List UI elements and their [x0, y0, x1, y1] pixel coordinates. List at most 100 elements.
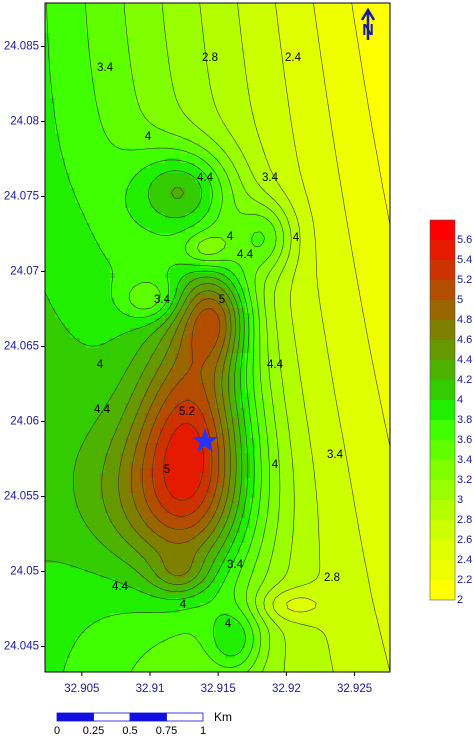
- field-cell: [380, 308, 386, 314]
- field-cell: [280, 138, 286, 144]
- field-cell: [125, 78, 131, 84]
- field-cell: [385, 338, 391, 344]
- field-cell: [55, 53, 61, 59]
- field-cell: [380, 233, 386, 239]
- field-cell: [285, 313, 291, 319]
- field-cell: [125, 23, 131, 29]
- field-cell: [330, 93, 336, 99]
- field-cell: [245, 168, 251, 174]
- field-cell: [60, 213, 66, 219]
- field-cell: [270, 263, 276, 269]
- field-cell: [60, 318, 66, 324]
- field-cell: [285, 108, 291, 114]
- field-cell: [65, 178, 71, 184]
- field-cell: [235, 18, 241, 24]
- field-cell: [160, 163, 166, 169]
- field-cell: [340, 38, 346, 44]
- field-cell: [185, 163, 191, 169]
- field-cell: [375, 293, 381, 299]
- field-cell: [320, 73, 326, 79]
- field-cell: [210, 48, 216, 54]
- field-cell: [165, 288, 171, 294]
- field-cell: [340, 68, 346, 74]
- field-cell: [300, 133, 306, 139]
- field-cell: [80, 73, 86, 79]
- field-cell: [305, 188, 311, 194]
- field-cell: [280, 108, 286, 114]
- field-cell: [200, 183, 206, 189]
- field-cell: [155, 13, 161, 19]
- field-cell: [210, 23, 216, 29]
- field-cell: [245, 278, 251, 284]
- field-cell: [140, 143, 146, 149]
- field-cell: [260, 23, 266, 29]
- field-cell: [50, 163, 56, 169]
- field-cell: [230, 108, 236, 114]
- field-cell: [325, 118, 331, 124]
- field-cell: [145, 188, 151, 194]
- field-cell: [90, 353, 96, 359]
- field-cell: [115, 58, 121, 64]
- field-cell: [290, 263, 296, 269]
- field-cell: [235, 353, 241, 359]
- field-cell: [120, 98, 126, 104]
- field: [45, 3, 391, 673]
- field-cell: [75, 303, 81, 309]
- field-cell: [130, 183, 136, 189]
- field-cell: [235, 118, 241, 124]
- field-cell: [330, 313, 336, 319]
- field-cell: [295, 288, 301, 294]
- field-cell: [115, 103, 121, 109]
- field-cell: [115, 163, 121, 169]
- field-cell: [55, 273, 61, 279]
- field-cell: [360, 173, 366, 179]
- field-cell: [50, 108, 56, 114]
- field-cell: [330, 268, 336, 274]
- field-cell: [55, 318, 61, 324]
- field-cell: [295, 278, 301, 284]
- field-cell: [360, 358, 366, 364]
- field-cell: [115, 248, 121, 254]
- field-cell: [240, 118, 246, 124]
- field-cell: [175, 63, 181, 69]
- field-cell: [280, 183, 286, 189]
- field-cell: [360, 28, 366, 34]
- field-cell: [200, 18, 206, 24]
- field-cell: [60, 28, 66, 34]
- field-cell: [235, 223, 241, 229]
- field-cell: [195, 148, 201, 154]
- field-cell: [235, 63, 241, 69]
- field-cell: [295, 143, 301, 149]
- field-cell: [135, 133, 141, 139]
- field-cell: [95, 208, 101, 214]
- field-cell: [125, 113, 131, 119]
- field-cell: [285, 293, 291, 299]
- field-cell: [170, 273, 176, 279]
- field-cell: [120, 78, 126, 84]
- field-cell: [115, 308, 121, 314]
- field-cell: [50, 338, 56, 344]
- field-cell: [135, 3, 141, 9]
- field-cell: [280, 303, 286, 309]
- field-cell: [230, 218, 236, 224]
- field-cell: [385, 243, 391, 249]
- field-cell: [190, 293, 196, 299]
- field-cell: [260, 283, 266, 289]
- field-cell: [210, 58, 216, 64]
- field-cell: [310, 18, 316, 24]
- field-cell: [300, 108, 306, 114]
- field-cell: [320, 283, 326, 289]
- field-cell: [310, 243, 316, 249]
- field-cell: [320, 163, 326, 169]
- field-cell: [265, 78, 271, 84]
- field-cell: [275, 228, 281, 234]
- field-cell: [320, 173, 326, 179]
- field-cell: [245, 63, 251, 69]
- field-cell: [380, 133, 386, 139]
- field-cell: [125, 198, 131, 204]
- field-cell: [110, 138, 116, 144]
- field-cell: [365, 188, 371, 194]
- field-cell: [190, 303, 196, 309]
- field-cell: [70, 43, 76, 49]
- field-cell: [180, 98, 186, 104]
